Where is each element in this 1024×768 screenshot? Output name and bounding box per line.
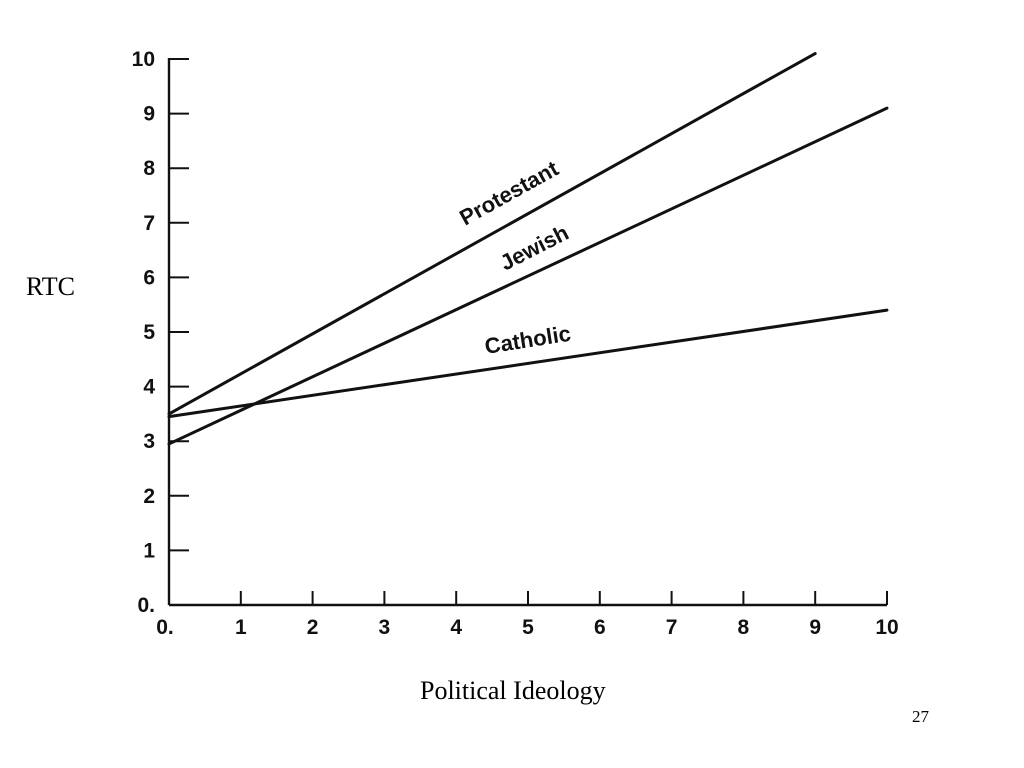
x-tick-label: 9 [809,616,821,639]
series-line-protestant [167,52,817,416]
series-label-catholic: Catholic [483,321,573,359]
x-tick-label: 6 [594,616,606,639]
y-tick-label: 5 [143,321,155,344]
series-label-jewish: Jewish [496,220,573,276]
x-axis-title: Political Ideology [420,676,606,705]
x-tick-label: 2 [307,616,319,639]
x-tick-label: 10 [875,616,898,639]
x-tick-label: 5 [522,616,534,639]
y-tick-label: 10 [132,48,155,71]
series-label-protestant: Protestant [455,155,563,230]
y-tick-label: 9 [143,103,155,126]
y-tick-label: 3 [143,430,155,453]
y-tick-label: 4 [143,376,155,399]
x-tick-label: 0. [156,616,174,639]
x-tick-label: 4 [450,616,462,639]
x-tick-label: 7 [666,616,678,639]
y-axis-title: RTC [26,272,76,301]
x-tick-label: 3 [379,616,391,639]
x-tick-label: 1 [235,616,247,639]
y-tick-label: 6 [143,266,155,289]
y-tick-label: 0. [137,594,155,617]
y-tick-label: 7 [143,212,155,235]
y-tick-label: 2 [143,485,155,508]
series-line-catholic [167,308,889,419]
y-tick-label: 1 [143,539,155,562]
x-tick-label: 8 [738,616,750,639]
slide-number: 27 [912,707,929,726]
series-line-jewish [167,106,889,446]
y-tick-label: 8 [143,157,155,180]
